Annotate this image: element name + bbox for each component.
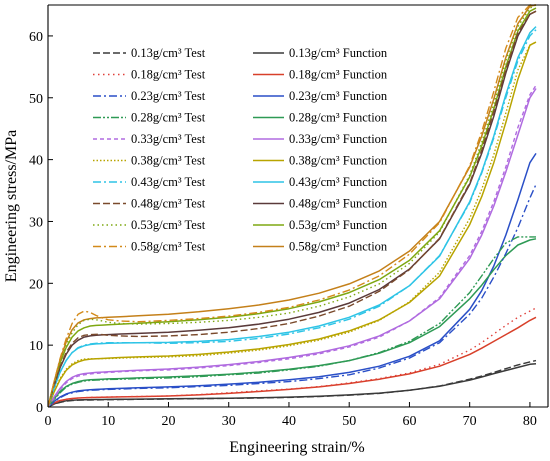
legend-label-function-0-18: 0.18g/cm³ Function xyxy=(289,68,388,82)
legend-label-test-0-33: 0.33g/cm³ Test xyxy=(131,132,206,146)
y-axis-title: Engineering stress/MPa xyxy=(3,130,20,282)
series-line-test-0-48 xyxy=(48,10,537,407)
legend-label-function-0-48: 0.48g/cm³ Function xyxy=(289,197,388,211)
series-line-function-0-48 xyxy=(48,10,537,407)
legend-label-function-0-28: 0.28g/cm³ Function xyxy=(289,111,388,125)
series-line-test-0-43 xyxy=(48,29,537,407)
legend-label-function-0-38: 0.38g/cm³ Function xyxy=(289,154,388,168)
legend-label-test-0-13: 0.13g/cm³ Test xyxy=(131,46,206,60)
x-tick-label: 0 xyxy=(45,414,52,429)
x-tick-label: 30 xyxy=(222,414,236,429)
legend-label-test-0-28: 0.28g/cm³ Test xyxy=(131,111,206,125)
series-line-function-0-38 xyxy=(48,41,537,407)
series-line-test-0-33 xyxy=(48,85,537,407)
ticks: 0 10 20 30 40 50 60 70 80 0 10 20 30 40 50 60 xyxy=(29,30,537,429)
y-tick-label: 30 xyxy=(29,215,43,230)
series-line-function-0-53 xyxy=(48,7,537,407)
legend-label-function-0-43: 0.43g/cm³ Function xyxy=(289,175,388,189)
axes xyxy=(47,4,549,408)
legend-label-function-0-13: 0.13g/cm³ Function xyxy=(289,46,388,60)
series-line-test-0-28 xyxy=(48,236,536,407)
x-tick-label: 70 xyxy=(463,414,477,429)
legend-label-test-0-43: 0.43g/cm³ Test xyxy=(131,175,206,189)
legend-label-test-0-58: 0.58g/cm³ Test xyxy=(131,240,206,254)
legend: 0.13g/cm³ Test 0.18g/cm³ Test 0.23g/cm³ Te… xyxy=(93,46,388,254)
series-line-function-0-18 xyxy=(48,316,537,407)
legend-label-test-0-48: 0.48g/cm³ Test xyxy=(131,197,206,211)
y-tick-label: 20 xyxy=(29,277,43,292)
series-line-function-0-33 xyxy=(48,88,537,407)
y-tick-label: 60 xyxy=(29,30,43,45)
x-tick-label: 40 xyxy=(282,414,296,429)
x-tick-label: 20 xyxy=(161,414,175,429)
series-layer xyxy=(48,4,537,407)
series-line-test-0-23 xyxy=(48,184,537,407)
series-line-test-0-38 xyxy=(48,41,537,407)
legend-label-function-0-33: 0.33g/cm³ Function xyxy=(289,132,388,146)
legend-label-test-0-38: 0.38g/cm³ Test xyxy=(131,154,206,168)
y-tick-label: 0 xyxy=(36,401,43,416)
series-line-test-0-58 xyxy=(48,4,536,407)
legend-label-test-0-23: 0.23g/cm³ Test xyxy=(131,89,206,103)
legend-label-function-0-58: 0.58g/cm³ Function xyxy=(289,240,388,254)
y-tick-label: 40 xyxy=(29,154,43,169)
series-line-test-0-13 xyxy=(48,359,537,407)
x-tick-label: 80 xyxy=(523,414,537,429)
x-tick-label: 10 xyxy=(101,414,115,429)
legend-label-function-0-23: 0.23g/cm³ Function xyxy=(289,89,388,103)
series-line-function-0-58 xyxy=(48,4,537,407)
y-tick-label: 50 xyxy=(29,92,43,107)
series-line-test-0-53 xyxy=(48,4,537,407)
legend-label-test-0-18: 0.18g/cm³ Test xyxy=(131,68,206,82)
x-axis-title: Engineering strain/% xyxy=(229,439,365,456)
x-tick-label: 60 xyxy=(402,414,416,429)
legend-label-function-0-53: 0.53g/cm³ Function xyxy=(289,218,388,232)
series-line-function-0-43 xyxy=(48,26,537,407)
series-line-test-0-18 xyxy=(48,307,537,407)
legend-label-test-0-53: 0.53g/cm³ Test xyxy=(131,218,206,232)
x-tick-label: 50 xyxy=(342,414,356,429)
y-tick-label: 10 xyxy=(29,339,43,354)
